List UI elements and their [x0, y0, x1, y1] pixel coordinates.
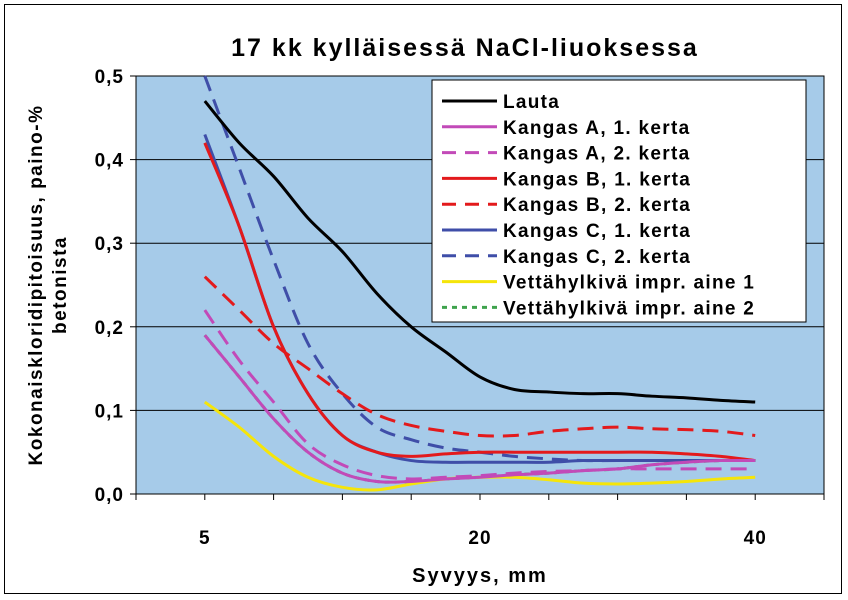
legend-label: Kangas C, 1. kerta — [503, 221, 691, 242]
x-tick-label: 40 — [744, 528, 767, 549]
legend-label: Kangas A, 2. kerta — [503, 144, 690, 165]
y-tick-label: 0,3 — [95, 234, 124, 255]
y-tick-label: 0,4 — [95, 151, 124, 172]
y-tick-label: 0,5 — [95, 67, 124, 88]
series-lines — [203, 75, 756, 492]
x-axis-ticks: 520406085 — [135, 494, 825, 549]
y-axis-ticks: 0,0 0,1 0,2 0,3 0,4 0,5 — [95, 67, 136, 506]
y-axis-label-line2: betonista — [50, 236, 71, 334]
legend-label: Lauta — [503, 92, 560, 113]
legend-label: Kangas B, 1. kerta — [503, 169, 691, 190]
series-line-kangas-a-2-kerta — [203, 309, 756, 481]
y-tick-label: 0,0 — [95, 485, 124, 506]
chart-title: 17 kk kylläisessä NaCl-liuoksessa — [231, 34, 699, 62]
y-axis-label-line1: Kokonaiskloridipitoisuus, paino-% — [26, 105, 47, 466]
x-tick-label: 5 — [199, 528, 211, 549]
legend-label: Kangas C, 2. kerta — [503, 247, 691, 268]
series-line-kangas-b-2-kerta — [203, 275, 756, 438]
legend-label: Kangas B, 2. kerta — [503, 195, 691, 216]
series-line-kangas-a-1-kerta — [203, 334, 756, 484]
x-axis-label: Syvyys, mm — [412, 565, 548, 587]
legend-label: Vettähylkivä impr. aine 1 — [503, 273, 755, 294]
legend-label: Vettähylkivä impr. aine 2 — [503, 298, 755, 319]
series-line-kangas-b-1-kerta — [203, 142, 756, 463]
y-tick-label: 0,2 — [95, 318, 124, 339]
legend-label: Kangas A, 1. kerta — [503, 118, 690, 139]
x-tick-label: 20 — [468, 528, 491, 549]
y-tick-label: 0,1 — [95, 401, 124, 422]
legend: Lauta Kangas A, 1. kerta Kangas A, 2. kert… — [431, 79, 807, 323]
series-line-lauta — [203, 100, 756, 404]
